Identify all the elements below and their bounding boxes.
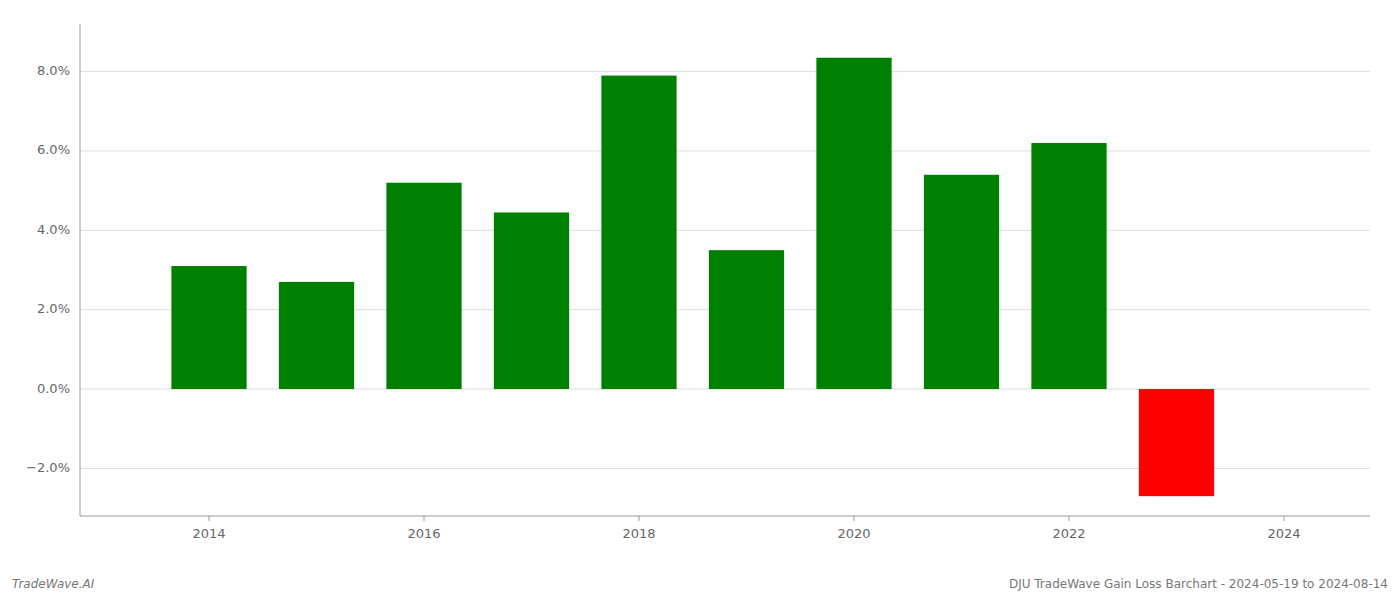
y-tick-label: −2.0% bbox=[26, 460, 70, 475]
bar bbox=[1139, 389, 1214, 496]
bars bbox=[171, 58, 1214, 496]
chart: −2.0% 0.0% 2.0% 4.0% 6.0% 8.0% 2014 2016 2018 202… bbox=[0, 0, 1400, 600]
y-tick-label: 0.0% bbox=[37, 381, 70, 396]
x-tick bbox=[854, 516, 855, 521]
bar bbox=[709, 250, 784, 389]
grid-line bbox=[80, 230, 1370, 231]
grid-line bbox=[80, 150, 1370, 151]
x-tick-label: 2018 bbox=[622, 526, 655, 541]
footer-text: DJU TradeWave Gain Loss Barchart - 2024-… bbox=[1009, 577, 1388, 591]
chart-container: −2.0% 0.0% 2.0% 4.0% 6.0% 8.0% 2014 2016 2018 202… bbox=[0, 0, 1400, 600]
bar bbox=[816, 58, 891, 389]
y-tick-label: 4.0% bbox=[37, 222, 70, 237]
bar bbox=[279, 282, 354, 389]
x-tick-label: 2022 bbox=[1052, 526, 1085, 541]
y-axis-line bbox=[80, 24, 81, 516]
bar bbox=[924, 175, 999, 389]
bar bbox=[494, 212, 569, 389]
y-axis: −2.0% 0.0% 2.0% 4.0% 6.0% 8.0% bbox=[26, 63, 70, 475]
y-tick-label: 6.0% bbox=[37, 142, 70, 157]
x-tick-label: 2014 bbox=[192, 526, 225, 541]
y-tick-label: 2.0% bbox=[37, 301, 70, 316]
x-tick bbox=[1069, 516, 1070, 521]
x-axis-line bbox=[80, 516, 1370, 517]
bar bbox=[1031, 143, 1106, 389]
x-tick bbox=[639, 516, 640, 521]
x-tick-label: 2020 bbox=[837, 526, 870, 541]
x-axis: 2014 2016 2018 2020 2022 2024 bbox=[192, 516, 1300, 541]
bar bbox=[171, 266, 246, 389]
grid-line bbox=[80, 71, 1370, 72]
x-tick-label: 2016 bbox=[407, 526, 440, 541]
x-tick-label: 2024 bbox=[1267, 526, 1300, 541]
x-tick bbox=[1284, 516, 1285, 521]
y-tick-label: 8.0% bbox=[37, 63, 70, 78]
bar bbox=[601, 76, 676, 389]
x-tick bbox=[209, 516, 210, 521]
x-tick bbox=[424, 516, 425, 521]
footer-text: TradeWave.AI bbox=[12, 577, 95, 591]
bar bbox=[386, 183, 461, 389]
